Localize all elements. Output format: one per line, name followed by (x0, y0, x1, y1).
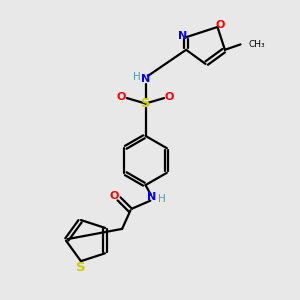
Text: N: N (148, 191, 157, 202)
Text: S: S (76, 261, 85, 274)
Text: H: H (158, 194, 166, 204)
Text: H: H (133, 72, 141, 82)
Text: N: N (178, 31, 187, 41)
Text: O: O (109, 191, 118, 201)
Text: O: O (117, 92, 126, 102)
Text: S: S (141, 97, 150, 110)
Text: N: N (141, 74, 150, 85)
Text: CH₃: CH₃ (249, 40, 266, 49)
Text: O: O (215, 20, 225, 30)
Text: O: O (165, 92, 174, 102)
